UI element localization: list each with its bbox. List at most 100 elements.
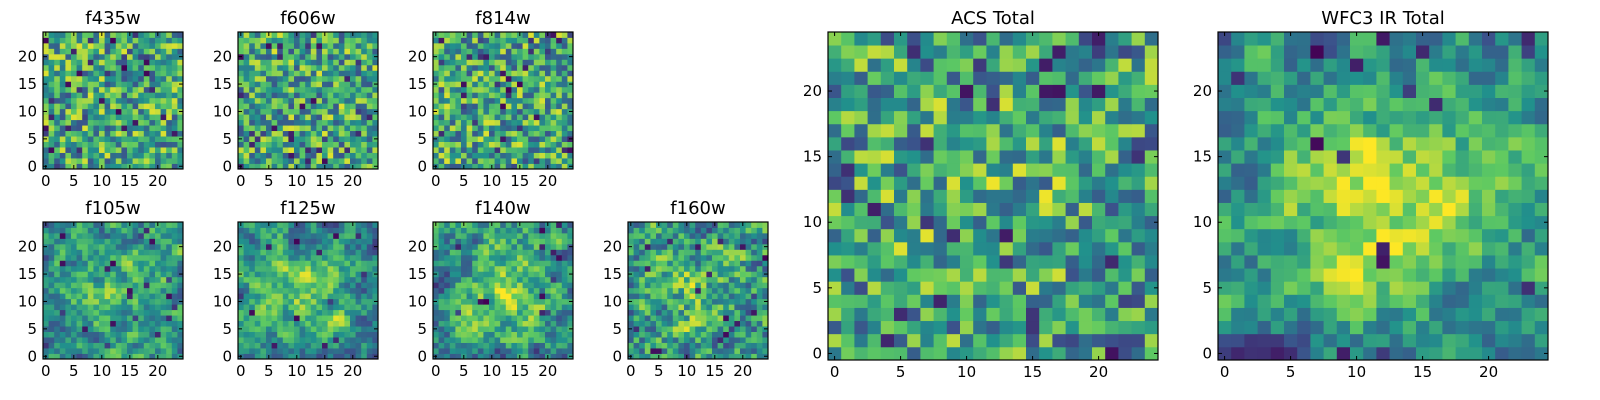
heatmap-cell bbox=[639, 232, 646, 239]
heatmap-cell bbox=[350, 320, 356, 327]
heatmap-cell bbox=[277, 86, 284, 93]
heatmap-cell bbox=[149, 92, 156, 99]
heatmap-cell bbox=[689, 232, 696, 239]
heatmap-cell bbox=[494, 227, 501, 234]
heatmap-cell bbox=[160, 92, 167, 99]
heatmap-cell bbox=[271, 331, 278, 338]
heatmap-cell bbox=[243, 243, 250, 250]
heatmap-cell bbox=[282, 298, 289, 305]
heatmap-cell bbox=[260, 92, 267, 99]
heatmap-cell bbox=[494, 37, 501, 44]
heatmap-cell bbox=[127, 238, 133, 245]
heatmap-cell bbox=[1078, 281, 1093, 295]
heatmap-cell bbox=[661, 222, 668, 228]
heatmap-cell bbox=[166, 125, 173, 132]
heatmap-cell bbox=[656, 254, 662, 261]
heatmap-cell bbox=[104, 75, 111, 82]
heatmap-cell bbox=[266, 92, 272, 99]
heatmap-cell bbox=[449, 298, 456, 305]
heatmap-cell bbox=[1118, 346, 1132, 361]
heatmap-cell bbox=[684, 342, 690, 349]
heatmap-cell bbox=[282, 59, 289, 66]
heatmap-cell bbox=[121, 331, 128, 338]
heatmap-cell bbox=[277, 227, 284, 234]
heatmap-cell bbox=[946, 307, 961, 322]
heatmap-cell bbox=[333, 353, 340, 360]
heatmap-cell bbox=[556, 75, 563, 82]
heatmap-cell bbox=[54, 37, 61, 44]
heatmap-cell bbox=[366, 37, 373, 44]
heatmap-cell bbox=[54, 136, 61, 142]
heatmap-cell bbox=[93, 141, 100, 148]
heatmap-cell bbox=[288, 348, 295, 354]
heatmap-cell bbox=[505, 108, 512, 115]
heatmap-cell bbox=[545, 158, 551, 164]
heatmap-cell bbox=[644, 315, 651, 322]
heatmap-cell bbox=[438, 64, 445, 71]
heatmap-cell bbox=[43, 293, 49, 300]
heatmap-cell bbox=[933, 189, 948, 203]
heatmap-cell bbox=[561, 298, 568, 305]
heatmap-cell bbox=[494, 353, 501, 360]
heatmap-cell bbox=[177, 254, 184, 261]
heatmap-cell bbox=[678, 287, 685, 294]
heatmap-cell bbox=[472, 53, 479, 60]
heatmap-cell bbox=[644, 331, 651, 338]
heatmap-cell bbox=[138, 125, 145, 132]
heatmap-cell bbox=[82, 75, 89, 82]
heatmap-cell bbox=[528, 70, 535, 77]
heatmap-cell bbox=[294, 232, 300, 239]
heatmap-cell bbox=[260, 97, 267, 104]
heatmap-cell bbox=[561, 282, 568, 289]
heatmap-cell bbox=[76, 238, 83, 245]
heatmap-cell bbox=[171, 147, 178, 153]
heatmap-cell bbox=[71, 108, 77, 115]
heatmap-cell bbox=[143, 37, 150, 44]
heatmap-cell bbox=[489, 260, 495, 267]
heatmap-cell bbox=[350, 227, 356, 234]
heatmap-cell bbox=[166, 254, 173, 261]
heatmap-cell bbox=[528, 136, 535, 142]
heatmap-cell bbox=[305, 163, 312, 170]
heatmap-cell bbox=[522, 326, 529, 332]
heatmap-cell bbox=[65, 119, 72, 126]
heatmap-cell bbox=[672, 348, 679, 354]
heatmap-cell bbox=[1065, 281, 1080, 295]
heatmap-cell bbox=[59, 158, 66, 164]
heatmap-cell bbox=[282, 103, 289, 110]
heatmap-cell bbox=[728, 337, 735, 343]
heatmap-cell bbox=[751, 254, 758, 261]
heatmap-cell bbox=[266, 304, 272, 311]
heatmap-cell bbox=[243, 158, 250, 164]
heatmap-cell bbox=[550, 125, 557, 132]
heatmap-cell bbox=[59, 331, 66, 338]
heatmap-cell bbox=[461, 114, 467, 121]
heatmap-cell bbox=[43, 92, 49, 99]
heatmap-cell bbox=[522, 276, 529, 283]
heatmap-cell bbox=[734, 243, 741, 250]
heatmap-cell bbox=[48, 152, 55, 159]
heatmap-cell bbox=[628, 348, 634, 354]
heatmap-cell bbox=[366, 282, 373, 289]
heatmap-cell bbox=[639, 309, 646, 316]
heatmap-cell bbox=[466, 326, 473, 332]
heatmap-cell bbox=[489, 287, 495, 294]
heatmap-cell bbox=[48, 298, 55, 305]
heatmap-cell bbox=[449, 37, 456, 44]
heatmap-cell bbox=[567, 48, 574, 55]
heatmap-cell bbox=[338, 48, 345, 55]
heatmap-cell bbox=[633, 249, 640, 256]
heatmap-cell bbox=[338, 125, 345, 132]
heatmap-cell bbox=[115, 287, 122, 294]
heatmap-cell bbox=[517, 86, 523, 93]
heatmap-cell bbox=[277, 287, 284, 294]
heatmap-cell bbox=[667, 254, 674, 261]
heatmap-cell bbox=[366, 254, 373, 261]
heatmap-cell bbox=[505, 326, 512, 332]
heatmap-cell bbox=[477, 315, 484, 322]
heatmap-cell bbox=[528, 271, 535, 278]
heatmap-cell bbox=[155, 152, 161, 159]
heatmap-cell bbox=[533, 37, 540, 44]
heatmap-cell bbox=[511, 304, 518, 311]
heatmap-cell bbox=[438, 320, 445, 327]
